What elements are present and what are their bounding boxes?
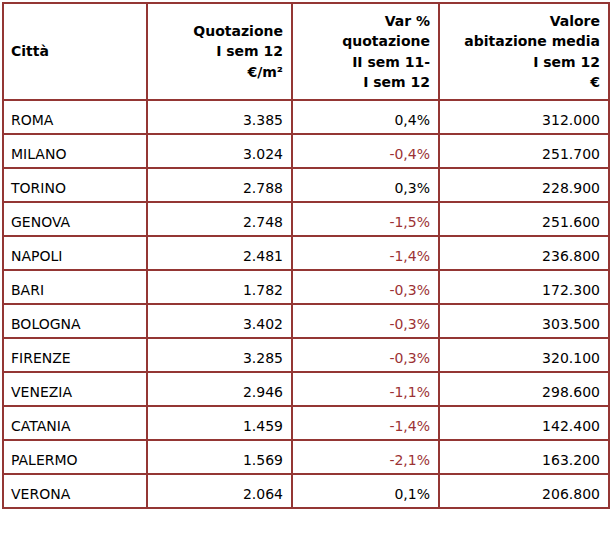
var-pct-cell: -1,4% xyxy=(292,406,439,440)
table-header: Città Quotazione I sem 12 €/m² Var % quo… xyxy=(3,3,609,100)
city-cell: MILANO xyxy=(3,134,147,168)
quotazione-cell: 2.748 xyxy=(147,202,292,236)
table-row: FIRENZE3.285-0,3%320.100 xyxy=(3,338,609,372)
valore-cell: 228.900 xyxy=(439,168,609,202)
quotazione-cell: 2.946 xyxy=(147,372,292,406)
valore-cell: 206.800 xyxy=(439,474,609,508)
city-cell: VERONA xyxy=(3,474,147,508)
quotazione-cell: 2.064 xyxy=(147,474,292,508)
valore-cell: 251.700 xyxy=(439,134,609,168)
quotazione-cell: 2.788 xyxy=(147,168,292,202)
var-pct-cell: -0,3% xyxy=(292,304,439,338)
table-row: BARI1.782-0,3%172.300 xyxy=(3,270,609,304)
table-row: PALERMO1.569-2,1%163.200 xyxy=(3,440,609,474)
city-cell: FIRENZE xyxy=(3,338,147,372)
valore-cell: 142.400 xyxy=(439,406,609,440)
header-quotazione: Quotazione I sem 12 €/m² xyxy=(147,3,292,100)
valore-cell: 236.800 xyxy=(439,236,609,270)
valore-cell: 303.500 xyxy=(439,304,609,338)
var-pct-cell: -1,4% xyxy=(292,236,439,270)
header-row: Città Quotazione I sem 12 €/m² Var % quo… xyxy=(3,3,609,100)
valore-cell: 163.200 xyxy=(439,440,609,474)
table-row: TORINO2.7880,3%228.900 xyxy=(3,168,609,202)
table-row: VENEZIA2.946-1,1%298.600 xyxy=(3,372,609,406)
city-cell: GENOVA xyxy=(3,202,147,236)
quotazione-cell: 1.569 xyxy=(147,440,292,474)
var-pct-cell: -1,5% xyxy=(292,202,439,236)
quotazione-cell: 1.459 xyxy=(147,406,292,440)
var-pct-cell: -0,4% xyxy=(292,134,439,168)
city-cell: TORINO xyxy=(3,168,147,202)
table-body: ROMA3.3850,4%312.000MILANO3.024-0,4%251.… xyxy=(3,100,609,508)
city-cell: BOLOGNA xyxy=(3,304,147,338)
valore-cell: 251.600 xyxy=(439,202,609,236)
table-row: MILANO3.024-0,4%251.700 xyxy=(3,134,609,168)
valore-cell: 320.100 xyxy=(439,338,609,372)
header-valore-abitazione: Valore abitazione media I sem 12 € xyxy=(439,3,609,100)
quotazione-cell: 3.402 xyxy=(147,304,292,338)
table-row: NAPOLI2.481-1,4%236.800 xyxy=(3,236,609,270)
table-row: VERONA2.0640,1%206.800 xyxy=(3,474,609,508)
city-cell: VENEZIA xyxy=(3,372,147,406)
header-var-quotazione: Var % quotazione II sem 11- I sem 12 xyxy=(292,3,439,100)
var-pct-cell: 0,1% xyxy=(292,474,439,508)
city-quotations-table: Città Quotazione I sem 12 €/m² Var % quo… xyxy=(2,2,610,509)
city-cell: NAPOLI xyxy=(3,236,147,270)
var-pct-cell: -2,1% xyxy=(292,440,439,474)
table-row: BOLOGNA3.402-0,3%303.500 xyxy=(3,304,609,338)
var-pct-cell: -0,3% xyxy=(292,270,439,304)
quotazione-cell: 3.385 xyxy=(147,100,292,134)
quotazione-cell: 2.481 xyxy=(147,236,292,270)
page: Città Quotazione I sem 12 €/m² Var % quo… xyxy=(0,0,610,540)
city-cell: CATANIA xyxy=(3,406,147,440)
quotazione-cell: 3.285 xyxy=(147,338,292,372)
valore-cell: 172.300 xyxy=(439,270,609,304)
header-citta: Città xyxy=(3,3,147,100)
quotazione-cell: 1.782 xyxy=(147,270,292,304)
city-cell: PALERMO xyxy=(3,440,147,474)
valore-cell: 298.600 xyxy=(439,372,609,406)
valore-cell: 312.000 xyxy=(439,100,609,134)
var-pct-cell: 0,4% xyxy=(292,100,439,134)
city-cell: BARI xyxy=(3,270,147,304)
quotazione-cell: 3.024 xyxy=(147,134,292,168)
table-row: GENOVA2.748-1,5%251.600 xyxy=(3,202,609,236)
var-pct-cell: -1,1% xyxy=(292,372,439,406)
table-row: ROMA3.3850,4%312.000 xyxy=(3,100,609,134)
var-pct-cell: 0,3% xyxy=(292,168,439,202)
city-cell: ROMA xyxy=(3,100,147,134)
var-pct-cell: -0,3% xyxy=(292,338,439,372)
table-row: CATANIA1.459-1,4%142.400 xyxy=(3,406,609,440)
